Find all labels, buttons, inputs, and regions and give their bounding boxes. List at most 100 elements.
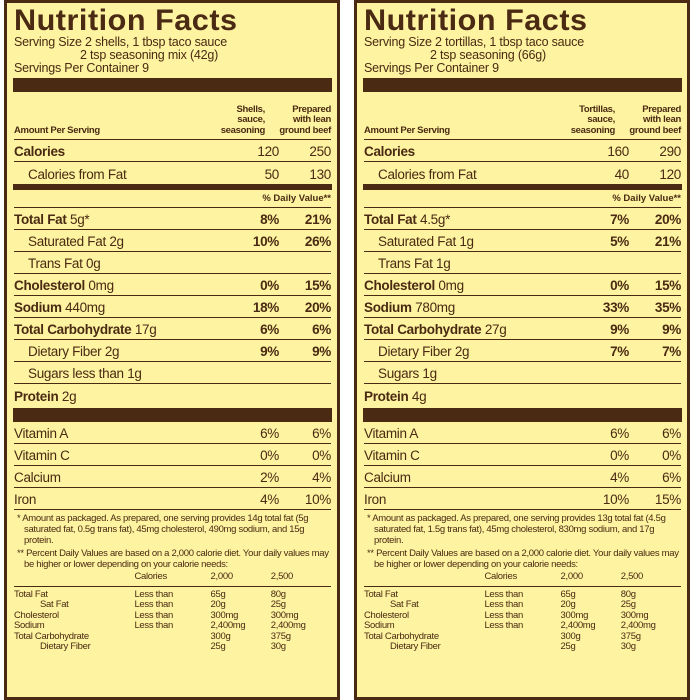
cholesterol-amount: 0mg — [88, 278, 114, 293]
fiber-label: Dietary Fiber 2g — [28, 344, 120, 359]
trans-fat-row: Trans Fat 1g — [364, 252, 681, 274]
protein-row: Protein 4g — [364, 384, 681, 406]
vitamin-a-v1: 6% — [260, 426, 279, 441]
sodium-amount: 780mg — [415, 300, 455, 315]
dv-row: Total Fat Less than 65g 80g — [14, 588, 331, 601]
dv-row: Total Carbohydrate 300g 375g — [14, 630, 331, 643]
sodium-label: Sodium — [14, 300, 62, 315]
sugars-row: Sugars 1g — [364, 362, 681, 384]
dv-cell: 2,400mg — [560, 620, 596, 631]
vitamin-a-row: Vitamin A 6% 6% — [364, 422, 681, 444]
iron-v1: 10% — [602, 492, 629, 507]
dv-cell: Less than — [484, 609, 523, 621]
dv-cell: 80g — [620, 588, 636, 600]
calories-fat-v1: 50 — [264, 167, 280, 182]
sugars-label: Sugars 1g — [378, 366, 437, 381]
footnote-amount: * Amount as packaged. As prepared, one s… — [367, 513, 666, 546]
dv-cell: Total Carbohydrate — [364, 630, 439, 642]
calcium-row: Calcium 2% 4% — [14, 466, 331, 488]
sat-fat-v1: 10% — [252, 234, 279, 249]
sodium-v2: 20% — [304, 300, 331, 315]
calcium-row: Calcium 4% 6% — [364, 466, 681, 488]
dv-cell — [484, 632, 560, 643]
calories-v2: 250 — [309, 144, 331, 159]
divider-medium — [363, 184, 682, 190]
fiber-v2: 9% — [312, 344, 331, 359]
nutrition-panel-tortillas: Nutrition Facts Serving Size 2 tortillas… — [354, 0, 690, 700]
column-header: Amount Per Serving Tortillas, sauce, sea… — [364, 92, 681, 140]
dv-cell: Less than — [484, 588, 523, 600]
cholesterol-label: Cholesterol — [14, 278, 85, 293]
cholesterol-amount: 0mg — [438, 278, 464, 293]
dv-head-cell — [364, 572, 484, 583]
sat-fat-label: Saturated Fat 2g — [28, 234, 124, 249]
dv-cell: 20g — [210, 599, 226, 610]
dv-row: Total Carbohydrate 300g 375g — [364, 630, 681, 643]
divider-medium — [13, 184, 332, 190]
calcium-v1: 2% — [260, 470, 279, 485]
serving-size: Serving Size 2 tortillas, 1 tbsp taco sa… — [364, 36, 681, 75]
footnote-amount: * Amount as packaged. As prepared, one s… — [17, 513, 309, 546]
col1-line: seasoning — [570, 124, 616, 136]
dv-cell: 2,400mg — [210, 620, 246, 631]
calories-fat-v1: 40 — [614, 167, 630, 182]
sodium-v2: 35% — [654, 300, 681, 315]
daily-value-label: % Daily Value** — [14, 190, 331, 208]
column-header: Amount Per Serving Shells, sauce, season… — [14, 92, 331, 140]
dv-head-cell: 2,000 — [210, 571, 234, 582]
dv-cell: 80g — [270, 588, 286, 600]
col2-line: with lean — [293, 114, 331, 125]
dv-cell: 300mg — [270, 609, 299, 621]
dv-cell: 25g — [270, 599, 286, 610]
calories-label: Calories — [364, 144, 415, 159]
vitamin-c-v1: 0% — [610, 448, 629, 463]
dv-table-head: Calories 2,000 2,500 — [14, 571, 331, 583]
dv-cell: Less than — [134, 588, 173, 600]
dv-cell: 375g — [270, 630, 291, 642]
calories-fat-v2: 130 — [309, 167, 331, 182]
dv-cell: 300mg — [210, 609, 239, 621]
dv-head-cell: 2,000 — [560, 571, 584, 582]
dv-cell: 20g — [560, 599, 576, 610]
carb-v1: 6% — [260, 322, 279, 337]
sat-fat-v2: 21% — [654, 234, 681, 249]
footnote-daily-values: ** Percent Daily Values are based on a 2… — [367, 548, 679, 570]
dv-cell: 30g — [270, 641, 286, 652]
iron-label: Iron — [364, 492, 387, 507]
dv-cell: Sat Fat — [40, 599, 69, 610]
serving-line-2: 2 tsp seasoning mix (42g) — [80, 48, 219, 62]
protein-amount: 4g — [411, 389, 427, 404]
dv-cell: Sodium — [364, 620, 395, 631]
servings-per-container: Servings Per Container 9 — [364, 61, 499, 75]
amount-per-serving: Amount Per Serving — [364, 125, 450, 136]
servings-per-container: Servings Per Container 9 — [14, 61, 149, 75]
col2-line: Prepared — [292, 103, 331, 115]
fiber-label: Dietary Fiber 2g — [378, 344, 470, 359]
iron-v2: 15% — [654, 492, 681, 507]
total-fat-row: Total Fat 4.5g* 7% 20% — [364, 208, 681, 230]
calories-fat-row: Calories from Fat 40 120 — [364, 162, 681, 184]
dv-cell: 300g — [210, 630, 231, 642]
dv-cell: Less than — [134, 609, 173, 621]
carb-v2: 9% — [662, 322, 681, 337]
dv-head-cell: Calories — [134, 571, 167, 582]
protein-label: Protein — [14, 389, 59, 404]
calories-v1: 160 — [607, 144, 629, 159]
sodium-row: Sodium 440mg 18% 20% — [14, 296, 331, 318]
dv-cell: 300g — [560, 630, 581, 642]
dv-cell: Total Carbohydrate — [14, 630, 89, 642]
dv-row: Dietary Fiber 25g 30g — [364, 641, 681, 653]
vitamin-a-label: Vitamin A — [14, 426, 69, 441]
dv-head-cell: 2,500 — [620, 571, 644, 582]
protein-row: Protein 2g — [14, 384, 331, 406]
vitamin-a-v1: 6% — [610, 426, 629, 441]
sat-fat-v2: 26% — [304, 234, 331, 249]
footnotes: * Amount as packaged. As prepared, one s… — [14, 510, 331, 570]
dv-row: Cholesterol Less than 300mg 300mg — [364, 609, 681, 622]
iron-v2: 10% — [304, 492, 331, 507]
iron-label: Iron — [14, 492, 37, 507]
dv-head-cell — [14, 572, 134, 583]
divider-thick — [13, 78, 332, 92]
divider-thick — [363, 408, 682, 422]
vitamin-c-v2: 0% — [312, 448, 331, 463]
